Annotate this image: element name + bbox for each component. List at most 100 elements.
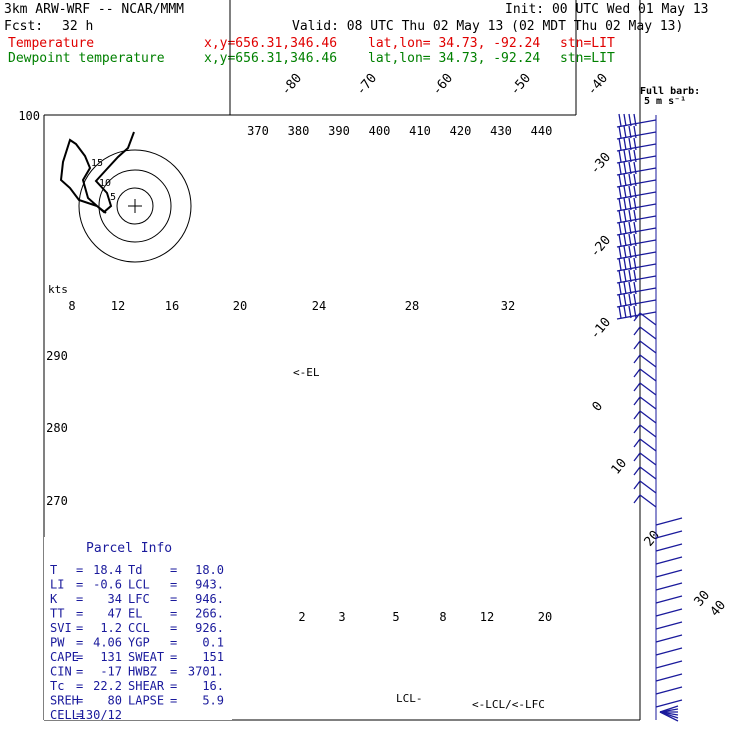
parcel-info-cell: LAPSE (128, 694, 164, 708)
parcel-info-cell: 18.4 (93, 563, 122, 577)
theta-label: 370 (247, 124, 269, 138)
wind-barb-flag (623, 233, 627, 247)
wind-barb-shaft (616, 227, 657, 236)
isotherm-label: -20 (588, 233, 615, 261)
parcel-info-cell: LI (50, 578, 64, 592)
mixing-ratio-label: 8 (439, 610, 446, 624)
forecast-hours: 32 h (62, 19, 94, 34)
chart-labels: 1002003004005006007008009001000-80-70-60… (18, 71, 729, 624)
isotherm-label: 0 (590, 399, 607, 415)
wind-barb-flag (628, 137, 632, 151)
wind-barb-shaft (616, 299, 657, 308)
wind-barb-flag (623, 161, 627, 175)
mixing-ratio-label: 20 (538, 610, 552, 624)
mixing-ratio-label: 12 (480, 610, 494, 624)
parcel-info-cell: Tc (50, 679, 64, 693)
wind-barb-shaft (639, 494, 657, 508)
wind-barb-flag (618, 125, 622, 139)
isotherm-label: -50 (508, 71, 535, 99)
init-time: Init: 00 UTC Wed 01 May 13 (505, 2, 709, 17)
parcel-info-cell: 266. (195, 607, 224, 621)
theta-label: 390 (328, 124, 350, 138)
wind-barb-shaft (616, 263, 657, 272)
wind-barb-flag (623, 173, 627, 187)
dry-adiabat-line (0, 0, 284, 115)
legend-dewpoint-xy: x,y=656.31,346.46 (204, 51, 338, 66)
wind-barb-flag (633, 269, 637, 283)
wind-barb-shaft (616, 143, 657, 152)
wind-barb-flag (633, 293, 637, 307)
parcel-info-cell: = (76, 607, 83, 621)
parcel-info-cell: LCL (128, 578, 150, 592)
hodograph-ring (78, 149, 192, 263)
wind-barb-flag (623, 305, 627, 319)
parcel-info-cell: = (76, 694, 83, 708)
wind-barb-flag (633, 410, 641, 420)
wind-barb-flag (633, 149, 637, 163)
parcel-info-cell: 5.9 (202, 694, 224, 708)
dry-adiabat-line (0, 0, 740, 115)
isotherm-label: -40 (585, 71, 612, 99)
dry-adiabat-line (0, 0, 740, 115)
parcel-info-cell: CELL (50, 708, 79, 722)
dry-adiabat-line (0, 0, 417, 115)
wind-barb-shaft (616, 203, 657, 212)
wind-barb-flag (618, 233, 622, 247)
wind-barb-flag (628, 245, 632, 259)
dry-adiabat-line (0, 0, 484, 115)
wind-barb-shaft (655, 621, 683, 630)
wind-barb-flag (618, 149, 622, 163)
dry-adiabat-line (0, 0, 740, 115)
wind-barb-shaft (616, 191, 657, 200)
legend-temperature-label: Temperature (8, 36, 95, 51)
wind-barb-flag (633, 438, 641, 448)
parcel-info-cell: 16. (202, 679, 224, 693)
wind-barb-flag (618, 113, 622, 127)
wind-barb-flag (628, 161, 632, 175)
parcel-info-cell: = (170, 621, 177, 635)
parcel-info-background (44, 537, 232, 720)
parcel-info-cell: 3701. (188, 665, 224, 679)
hodograph-ring-label: 10 (99, 178, 111, 189)
wind-barb-flag (618, 161, 622, 175)
mixing-ratio-label: 3 (338, 610, 345, 624)
wind-barb-flag (618, 257, 622, 271)
wind-barb-flag (633, 173, 637, 187)
wind-barb-shaft (655, 569, 683, 578)
parcel-info-cell: 151 (202, 650, 224, 664)
legend-dewpoint-label: Dewpoint temperature (8, 51, 165, 66)
legend-dewpoint-station: stn=LIT (560, 51, 615, 66)
wind-barb-flag (628, 221, 632, 235)
wind-barb-shaft (616, 155, 657, 164)
wind-barb-shaft (639, 424, 657, 438)
legend-temperature-latlon: lat,lon= 34.73, -92.24 (368, 36, 541, 51)
wind-barb-shaft (655, 660, 683, 669)
hodograph-unit: kts (48, 283, 68, 296)
parcel-info-cell: SREH (50, 694, 79, 708)
wind-barb-flag (623, 269, 627, 283)
parcel-info-cell: = (76, 650, 83, 664)
model-title: 3km ARW-WRF -- NCAR/MMM (4, 2, 185, 17)
wind-barb-flag (623, 137, 627, 151)
hodograph-ring (98, 169, 172, 243)
wind-barb-shaft (655, 595, 683, 604)
parcel-info-cell: = (170, 636, 177, 650)
forecast-label: Fcst: (4, 19, 44, 34)
parcel-info-cell: = (170, 578, 177, 592)
wind-barb-shaft (655, 608, 683, 617)
wind-barb-flag (623, 293, 627, 307)
parcel-info-cell: T (50, 563, 57, 577)
parcel-info-cell: = (76, 592, 83, 606)
wind-barb-shaft (655, 517, 683, 526)
isotherm-line (0, 0, 17, 137)
parcel-info-cell: 18.0 (195, 563, 224, 577)
wind-barb-flag (628, 173, 632, 187)
parcel-info-cell: = (76, 636, 83, 650)
wind-barb-flag (633, 185, 637, 199)
parcel-info-cell: = (76, 665, 83, 679)
theta-label: 420 (450, 124, 472, 138)
dewpoint-profile (0, 0, 515, 115)
isotherm-label: -60 (430, 71, 457, 99)
isotherm-label: -10 (588, 315, 615, 343)
wind-barb-shaft (655, 699, 683, 708)
